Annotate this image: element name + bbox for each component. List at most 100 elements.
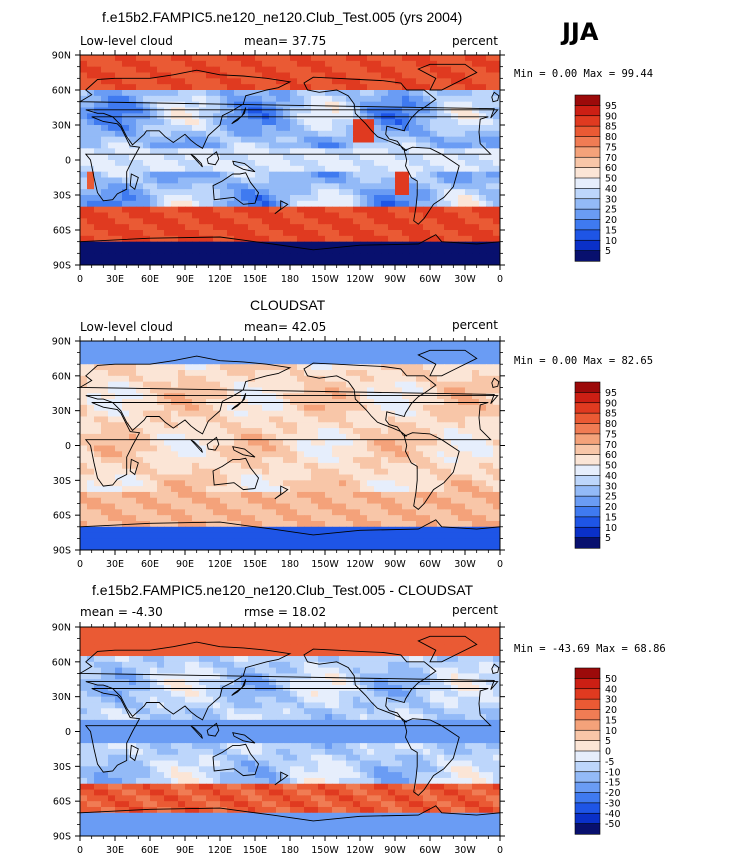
field-cell <box>430 177 438 184</box>
field-cell <box>129 474 137 481</box>
field-cell <box>353 538 361 545</box>
field-cell <box>479 212 487 219</box>
field-cell <box>220 422 228 429</box>
field-cell <box>430 387 438 394</box>
field-cell <box>465 474 473 481</box>
field-cell <box>171 90 179 97</box>
field-cell <box>129 393 137 400</box>
field-cell <box>290 526 298 534</box>
field-cell <box>332 230 340 237</box>
field-cell <box>129 627 137 634</box>
field-cell <box>248 160 256 167</box>
field-cell <box>122 526 130 534</box>
field-cell <box>381 632 389 640</box>
field-cell <box>150 387 158 394</box>
field-cell <box>409 247 417 254</box>
field-cell <box>346 410 354 417</box>
field-cell <box>444 410 452 417</box>
field-cell <box>178 55 186 62</box>
field-cell <box>374 212 382 219</box>
field-cell <box>185 346 193 354</box>
field-cell <box>409 503 417 510</box>
field-cell <box>241 410 249 417</box>
field-cell <box>185 480 193 487</box>
field-cell <box>241 218 249 225</box>
field-cell <box>493 154 501 161</box>
field-cell <box>479 627 487 634</box>
field-cell <box>374 433 382 441</box>
field-cell <box>381 532 389 539</box>
field-cell <box>213 428 221 435</box>
field-cell <box>311 638 319 645</box>
field-cell <box>234 95 242 103</box>
field-cell <box>115 370 123 377</box>
field-cell <box>171 148 179 155</box>
field-cell <box>87 497 95 505</box>
field-cell <box>87 66 95 73</box>
field-cell <box>290 154 298 161</box>
field-cell <box>178 60 186 68</box>
field-cell <box>136 171 144 178</box>
x-tick-label: 90E <box>176 274 194 285</box>
field-cell <box>122 200 130 208</box>
field-cell <box>143 60 151 68</box>
field-cell <box>143 439 151 446</box>
field-cell <box>479 480 487 487</box>
field-cell <box>479 544 487 551</box>
field-cell <box>409 480 417 487</box>
field-cell <box>381 195 389 202</box>
field-cell <box>444 206 452 213</box>
field-cell <box>262 66 270 73</box>
field-cell <box>276 480 284 487</box>
field-cell <box>486 352 494 359</box>
field-cell <box>493 375 501 383</box>
field-cell <box>80 177 88 184</box>
field-cell <box>115 480 123 487</box>
field-cell <box>248 526 256 534</box>
field-cell <box>409 416 417 423</box>
field-cell <box>486 457 494 464</box>
field-cell <box>437 538 445 545</box>
field-cell <box>255 66 263 73</box>
field-cell <box>402 375 410 383</box>
field-cell <box>493 428 501 435</box>
field-cell <box>150 520 158 528</box>
field-cell <box>444 78 452 85</box>
field-cell <box>472 375 480 383</box>
field-cell <box>283 206 291 213</box>
field-cell <box>87 439 95 446</box>
field-cell <box>479 154 487 161</box>
field-cell <box>339 125 347 132</box>
field-cell <box>164 650 172 657</box>
field-cell <box>437 364 445 371</box>
field-cell <box>339 154 347 161</box>
field-cell <box>150 468 158 476</box>
field-cell <box>304 428 312 435</box>
field-cell <box>486 526 494 534</box>
field-cell <box>150 259 158 266</box>
field-cell <box>87 95 95 103</box>
field-cell <box>241 404 249 412</box>
field-cell <box>101 387 109 394</box>
colorbar-label: 40 <box>605 471 617 482</box>
field-cell <box>269 520 277 528</box>
field-cell <box>199 422 207 429</box>
field-cell <box>325 72 333 79</box>
field-cell <box>164 520 172 528</box>
field-cell <box>374 230 382 237</box>
field-cell <box>297 404 305 412</box>
field-cell <box>220 95 228 103</box>
field-cell <box>101 638 109 645</box>
field-cell <box>339 650 347 657</box>
field-cell <box>472 428 480 435</box>
field-cell <box>360 107 368 114</box>
field-cell <box>87 515 95 522</box>
field-cell <box>318 451 326 458</box>
colorbar-swatch <box>574 526 601 539</box>
field-cell <box>318 247 326 254</box>
field-cell <box>87 428 95 435</box>
field-cell <box>444 491 452 499</box>
field-cell <box>409 165 417 173</box>
field-cell <box>332 107 340 114</box>
field-cell <box>185 224 193 231</box>
